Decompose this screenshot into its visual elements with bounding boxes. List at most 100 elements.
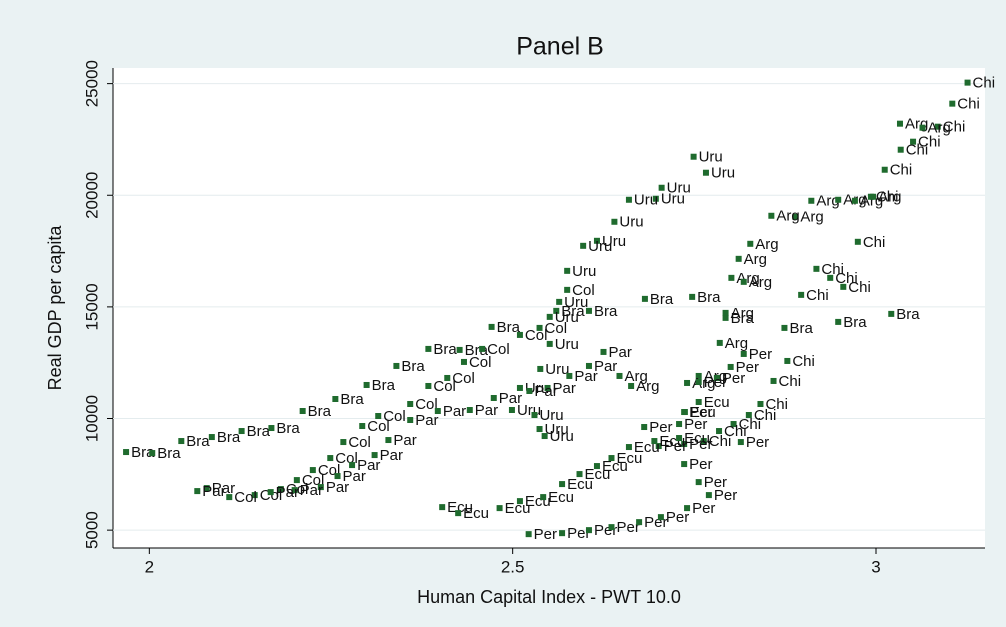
marker [371,452,378,459]
marker-label: Col [234,489,257,506]
marker-label: Bra [497,319,521,336]
marker [897,146,904,153]
marker [851,197,858,204]
marker [705,492,712,499]
marker-label: Chi [918,134,941,151]
marker [716,339,723,346]
marker [516,331,523,338]
marker [466,407,473,414]
marker [770,377,777,384]
marker [541,433,548,440]
marker-label: Col [383,408,406,425]
marker [585,527,592,534]
marker-label: Uru [711,165,735,182]
marker-label: Col [487,341,510,358]
marker [652,195,659,202]
marker [546,340,553,347]
marker-label: Arg [749,274,772,291]
x-axis-label: Human Capital Index - PWT 10.0 [417,587,681,607]
marker-label: Arg [725,335,748,352]
marker-label: Per [714,487,737,504]
marker [690,153,697,160]
marker-label: Per [534,526,557,543]
marker-label: Par [443,403,466,420]
marker-label: Bra [896,306,920,323]
marker-label: Bra [372,377,396,394]
marker [340,439,347,446]
marker-label: Uru [699,149,723,166]
marker [684,379,691,386]
marker [684,505,691,512]
marker [695,378,702,385]
marker [781,324,788,331]
marker-label: Ecu [585,466,611,483]
marker [870,193,877,200]
marker [349,462,356,469]
marker-label: Par [609,344,632,361]
marker-label: Bra [789,320,813,337]
marker [516,498,523,505]
marker-label: Chi [943,119,966,136]
marker [123,449,130,456]
marker [716,428,723,435]
marker [740,350,747,357]
marker-label: Bra [561,303,585,320]
marker-label: Per [644,514,667,531]
marker [576,471,583,478]
marker [566,372,573,379]
marker [813,265,820,272]
marker [496,505,503,512]
marker [745,412,752,419]
marker [434,408,441,415]
marker-label: Bra [157,445,181,462]
marker [456,346,463,353]
x-tick-label: 2 [145,557,154,576]
marker-label: Ecu [690,404,716,421]
marker [238,428,245,435]
marker-label: Par [212,480,235,497]
marker [740,278,747,285]
marker-label: Chi [835,270,858,287]
y-tick-label: 20000 [82,172,101,219]
marker [835,196,842,203]
marker [681,409,688,416]
marker [722,309,729,316]
marker-label: Bra [433,341,457,358]
marker-label: Uru [555,336,579,353]
marker-label: Chi [848,279,871,296]
marker-label: Ecu [505,500,531,517]
marker [363,381,370,388]
marker-label: Ecu [567,476,593,493]
marker-label: Ecu [704,394,730,411]
marker-label: Uru [667,180,691,197]
marker-label: Chi [754,407,777,424]
marker [359,423,366,430]
marker-label: Par [357,457,380,474]
marker-label: Uru [564,294,588,311]
marker [934,123,941,130]
x-tick-label: 3 [871,557,880,576]
marker [559,481,566,488]
marker-label: Uru [545,361,569,378]
marker [556,298,563,305]
marker [919,124,926,131]
marker-label: Col [572,282,595,299]
marker [385,437,392,444]
marker-label: Bra [650,291,674,308]
marker [559,530,566,537]
marker-label: Ecu [548,489,574,506]
marker-label: Chi [821,261,844,278]
marker-label: Arg [860,193,883,210]
marker-label: Uru [661,191,685,208]
marker [317,484,324,491]
y-axis-label: Real GDP per capita [45,225,65,391]
marker-label: Chi [792,353,815,370]
marker-label: Chi [779,373,802,390]
marker [655,443,662,450]
marker [488,323,495,330]
marker [299,408,306,415]
marker [784,357,791,364]
marker-label: Per [704,374,727,391]
marker [444,374,451,381]
